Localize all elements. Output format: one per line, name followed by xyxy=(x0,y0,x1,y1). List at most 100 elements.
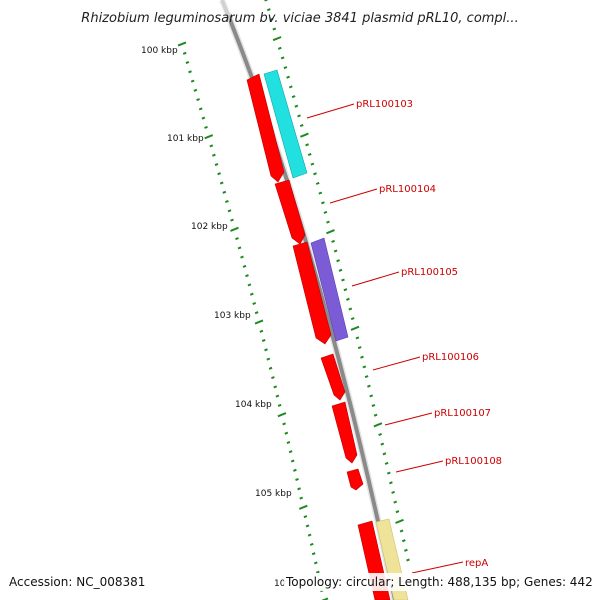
inner-ruler-tick xyxy=(318,191,323,195)
inner-ruler-tick xyxy=(300,132,309,138)
inner-ruler-tick xyxy=(305,143,309,147)
outer-ruler-tick xyxy=(190,79,195,83)
inner-ruler-tick xyxy=(364,375,369,379)
outer-ruler-tick xyxy=(293,468,297,472)
gene-label-repA[interactable]: repA xyxy=(465,558,488,569)
outer-ruler-tick xyxy=(299,496,304,500)
outer-ruler-tick xyxy=(222,190,227,194)
gene-pRL100107-arrow[interactable] xyxy=(331,401,358,464)
outer-ruler-tick xyxy=(277,403,282,407)
plasmid-backbone-fade xyxy=(212,0,232,30)
gene-features xyxy=(246,69,409,600)
outer-ruler-tick xyxy=(313,561,318,565)
outer-ruler-tick xyxy=(303,515,308,519)
outer-ruler-tick xyxy=(282,422,286,426)
leader-pRL100104 xyxy=(329,188,378,204)
accession-text: Accession: NC_008381 xyxy=(9,575,145,589)
inner-ruler-tick xyxy=(280,56,285,60)
kbp-label-104: 104 kbp xyxy=(235,400,272,410)
inner-ruler-tick xyxy=(297,114,301,118)
outer-ruler-tick xyxy=(196,98,200,102)
inner-ruler-tick xyxy=(343,288,348,292)
inner-ruler-tick xyxy=(348,307,353,311)
inner-ruler-tick xyxy=(382,452,387,456)
gene-label-pRL100108[interactable]: pRL100108 xyxy=(445,456,502,467)
outer-ruler-tick xyxy=(204,134,214,140)
outer-ruler-tick xyxy=(277,412,287,418)
gene-pRL100105-feature[interactable] xyxy=(310,237,349,342)
leader-pRL100107 xyxy=(384,412,433,426)
inner-ruler-tick xyxy=(264,0,268,2)
inner-ruler-tick xyxy=(360,355,364,359)
gene-label-pRL100103[interactable]: pRL100103 xyxy=(356,99,413,110)
gene-pRL100106-arrow[interactable] xyxy=(320,353,346,401)
outer-ruler-tick xyxy=(305,524,310,528)
inner-ruler-tick xyxy=(350,317,355,321)
inner-ruler-tick xyxy=(395,510,400,514)
inner-ruler-tick xyxy=(371,403,376,408)
inner-ruler-tick xyxy=(373,422,383,428)
outer-ruler-tick xyxy=(182,51,187,55)
gene-pRL100103-arrow[interactable] xyxy=(246,73,285,183)
inner-ruler-tick xyxy=(395,518,404,524)
inner-ruler-tick xyxy=(266,8,271,12)
ruler-ticks xyxy=(177,0,410,600)
inner-ruler-tick xyxy=(389,481,393,485)
outer-ruler-tick xyxy=(288,450,293,454)
outer-ruler-tick xyxy=(177,41,187,47)
outer-ruler-tick xyxy=(230,218,234,222)
gene-labels: pRL100103 pRL100104 pRL100105 pRL100106 … xyxy=(306,99,502,574)
outer-ruler-tick xyxy=(290,459,295,463)
inner-ruler-tick xyxy=(269,17,274,21)
inner-ruler-tick xyxy=(272,27,277,31)
outer-ruler-tick xyxy=(235,237,239,241)
outer-ruler-tick xyxy=(286,440,291,445)
outer-ruler-tick xyxy=(261,338,266,343)
inner-ruler-tick xyxy=(288,85,293,89)
inner-ruler-tick xyxy=(310,162,315,166)
outer-ruler-tick xyxy=(217,172,221,176)
kbp-label-101: 101 kbp xyxy=(167,134,204,144)
leader-pRL100105 xyxy=(351,271,400,287)
outer-ruler-tick xyxy=(298,504,308,510)
outer-ruler-tick xyxy=(315,570,320,574)
gene-label-pRL100106[interactable]: pRL100106 xyxy=(422,352,479,363)
outer-ruler-tick xyxy=(198,107,203,111)
gene-pRL100105-arrow[interactable] xyxy=(292,241,332,345)
outer-ruler-tick xyxy=(214,162,219,167)
outer-ruler-tick xyxy=(273,385,278,389)
gene-label-pRL100104[interactable]: pRL100104 xyxy=(379,184,436,195)
inner-ruler-tick xyxy=(321,201,325,205)
inner-ruler-tick xyxy=(357,346,362,350)
inner-ruler-tick xyxy=(346,297,350,301)
leader-pRL100108 xyxy=(395,460,444,473)
outer-ruler-tick xyxy=(230,226,239,232)
inner-ruler-tick xyxy=(313,172,317,176)
gene-pRL100103-feature[interactable] xyxy=(263,69,308,179)
leader-pRL100106 xyxy=(372,356,421,371)
outer-ruler-tick xyxy=(237,246,242,250)
gene-label-pRL100107[interactable]: pRL100107 xyxy=(434,408,491,419)
inner-ruler-tick xyxy=(338,268,343,272)
inner-ruler-tick xyxy=(333,249,338,253)
outer-ruler-tick xyxy=(295,477,299,482)
leader-repA xyxy=(411,561,464,574)
outer-ruler-tick xyxy=(259,329,264,333)
inner-ruler-tick xyxy=(369,394,374,398)
footer-topology-bg xyxy=(284,573,596,591)
outer-ruler-tick xyxy=(245,274,249,278)
gene-label-pRL100105[interactable]: pRL100105 xyxy=(401,267,458,278)
gene-pRL100108-arrow[interactable] xyxy=(346,468,364,491)
inner-ruler-tick xyxy=(350,325,360,331)
kbp-label-105: 105 kbp xyxy=(255,489,292,499)
inner-ruler-tick xyxy=(380,442,385,446)
outer-ruler-tick xyxy=(225,199,229,204)
footer-hidden-kbp-fragment: 10 xyxy=(274,579,286,589)
inner-ruler-tick xyxy=(367,384,371,388)
outer-ruler-tick xyxy=(321,597,329,600)
inner-ruler-tick xyxy=(355,336,360,340)
outer-ruler-tick xyxy=(284,431,289,435)
inner-ruler-tick xyxy=(362,365,367,369)
gene-pRL100104-arrow[interactable] xyxy=(274,179,306,245)
outer-ruler-tick xyxy=(240,255,244,259)
